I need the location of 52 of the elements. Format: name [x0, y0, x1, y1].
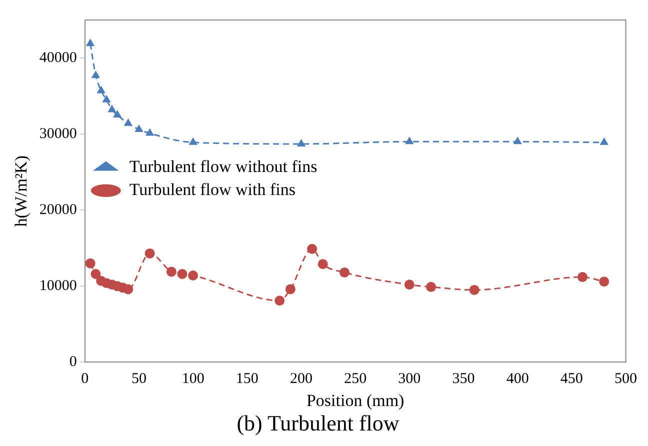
x-axis-title: Position (mm)	[306, 390, 404, 410]
x-tick-label: 500	[614, 371, 637, 388]
point	[91, 70, 100, 78]
y-tick-label: 40000	[39, 50, 77, 66]
point	[469, 284, 480, 295]
point	[188, 270, 198, 281]
x-tick-label: 250	[344, 371, 367, 388]
point	[404, 280, 414, 290]
point	[426, 282, 436, 292]
point	[108, 104, 116, 112]
point	[318, 259, 328, 270]
point	[96, 86, 106, 94]
point	[166, 266, 176, 277]
point	[600, 137, 608, 145]
x-tick-label: 450	[560, 371, 583, 388]
y-tick-label: 20000	[39, 202, 77, 218]
point	[340, 267, 350, 278]
y-axis-title: h(W/m²K)	[12, 156, 31, 227]
point	[102, 94, 111, 102]
point	[513, 136, 522, 144]
point	[599, 276, 610, 287]
point	[577, 272, 588, 282]
point	[144, 248, 155, 258]
point	[296, 138, 306, 146]
text: (b) Turbulent flow	[236, 410, 400, 436]
x-tick-label: 300	[398, 371, 421, 388]
point	[274, 296, 285, 306]
point	[86, 38, 95, 46]
point	[307, 244, 318, 254]
point	[124, 118, 132, 126]
point	[90, 268, 101, 279]
x-tick-label: 350	[452, 371, 475, 388]
point	[113, 110, 122, 118]
point	[285, 284, 296, 294]
point	[177, 268, 188, 279]
legend-label: Turbulent flow without fins	[129, 157, 318, 176]
point	[405, 136, 414, 144]
x-tick-label: 200	[290, 371, 312, 388]
x-tick-label: 400	[506, 371, 529, 388]
point	[188, 137, 198, 145]
x-tick-label: 0	[81, 371, 89, 388]
point	[145, 128, 154, 136]
point	[85, 258, 96, 268]
point	[134, 124, 144, 132]
x-tick-label: 150	[236, 371, 258, 388]
y-tick-label: 10000	[39, 278, 77, 294]
x-tick-label: 50	[131, 371, 146, 388]
legend-label: Turbulent flow with fins	[129, 180, 296, 200]
y-tick-label: 0	[69, 354, 77, 370]
x-tick-label: 100	[182, 371, 204, 388]
y-tick-label: 30000	[39, 126, 77, 142]
point	[123, 284, 134, 294]
